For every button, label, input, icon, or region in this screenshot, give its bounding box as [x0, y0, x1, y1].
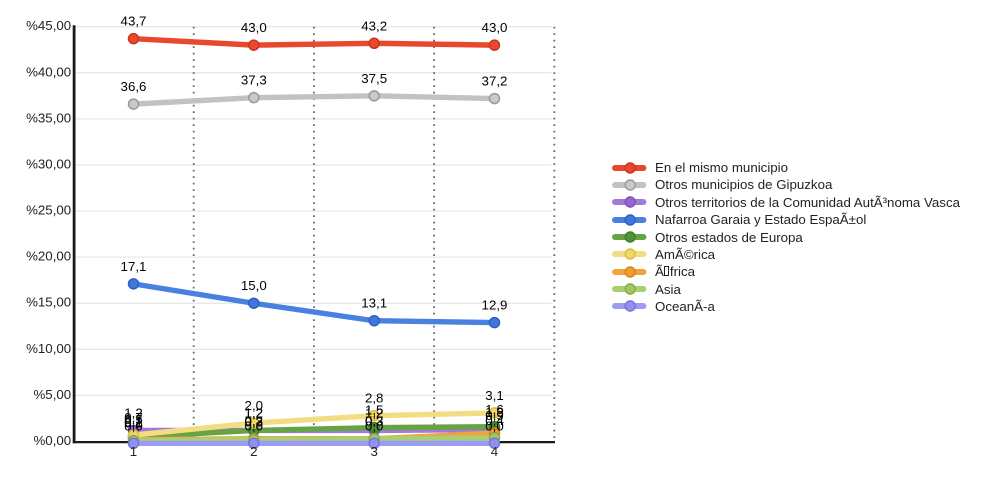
svg-text:13,1: 13,1: [361, 296, 387, 311]
svg-text:43,0: 43,0: [241, 20, 267, 35]
svg-text:0,3: 0,3: [245, 414, 264, 429]
svg-text:1,2: 1,2: [245, 405, 264, 420]
svg-text:15,0: 15,0: [241, 278, 267, 293]
svg-text:2: 2: [250, 444, 257, 459]
svg-text:3,1: 3,1: [485, 388, 504, 403]
svg-text:0,9: 0,9: [485, 408, 504, 423]
svg-text:0,4: 0,4: [485, 413, 504, 428]
svg-text:36,6: 36,6: [121, 79, 147, 94]
svg-text:%30,00: %30,00: [26, 157, 71, 172]
svg-text:%20,00: %20,00: [26, 249, 71, 264]
svg-text:1,2: 1,2: [124, 405, 143, 420]
svg-text:%0,00: %0,00: [33, 433, 71, 448]
svg-text:37,3: 37,3: [241, 73, 267, 88]
svg-text:1,2: 1,2: [245, 405, 264, 420]
svg-text:0,0: 0,0: [245, 418, 264, 433]
svg-text:2,0: 2,0: [245, 398, 264, 413]
svg-text:1,6: 1,6: [485, 402, 504, 417]
svg-text:%45,00: %45,00: [26, 18, 71, 33]
svg-text:4: 4: [491, 444, 498, 459]
svg-text:0,2: 0,2: [124, 415, 143, 430]
svg-text:0,3: 0,3: [365, 414, 384, 429]
svg-text:37,5: 37,5: [361, 71, 387, 86]
svg-text:%5,00: %5,00: [33, 387, 71, 402]
svg-text:%15,00: %15,00: [26, 295, 71, 310]
svg-text:0,5: 0,5: [124, 412, 143, 427]
svg-text:43,7: 43,7: [121, 14, 147, 29]
svg-text:%25,00: %25,00: [26, 203, 71, 218]
svg-text:0,0: 0,0: [365, 418, 384, 433]
svg-text:0,0: 0,0: [485, 418, 504, 433]
svg-text:%10,00: %10,00: [26, 341, 71, 356]
svg-text:0,2: 0,2: [245, 415, 264, 430]
svg-text:43,2: 43,2: [361, 18, 387, 33]
svg-text:12,9: 12,9: [482, 298, 508, 313]
svg-text:2,8: 2,8: [365, 391, 384, 406]
svg-text:3: 3: [370, 444, 377, 459]
svg-text:37,2: 37,2: [482, 74, 508, 89]
svg-text:0,0: 0,0: [124, 418, 143, 433]
svg-text:0,3: 0,3: [365, 414, 384, 429]
svg-text:1,2: 1,2: [365, 405, 384, 420]
svg-text:0,7: 0,7: [124, 410, 143, 425]
svg-text:%35,00: %35,00: [26, 110, 71, 125]
svg-text:1: 1: [130, 444, 137, 459]
svg-text:1,3: 1,3: [485, 405, 504, 420]
svg-text:17,1: 17,1: [121, 259, 147, 274]
svg-text:0,1: 0,1: [124, 416, 143, 431]
svg-text:%40,00: %40,00: [26, 64, 71, 79]
svg-text:43,0: 43,0: [482, 20, 508, 35]
svg-text:1,5: 1,5: [365, 403, 384, 418]
